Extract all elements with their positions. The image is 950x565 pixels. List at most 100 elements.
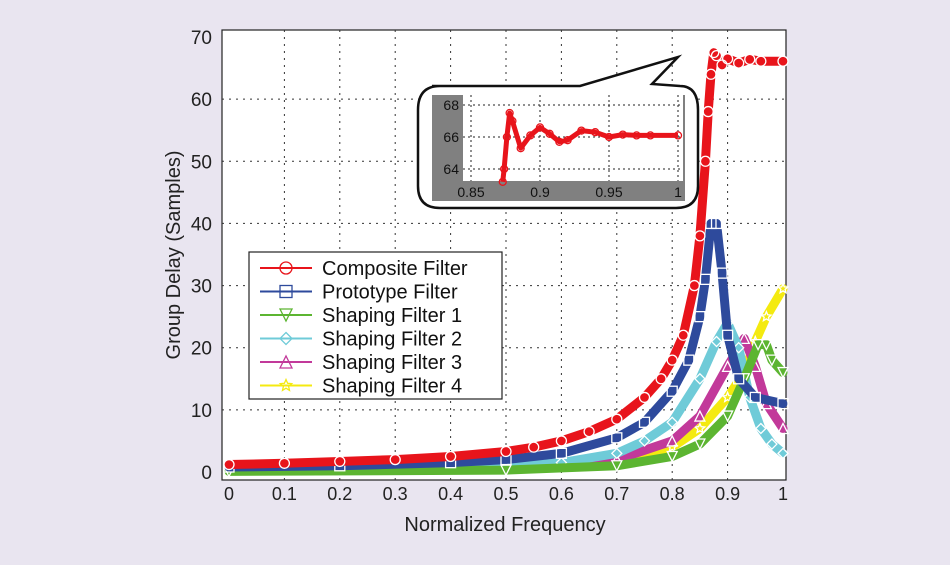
data-point — [655, 373, 667, 385]
data-point — [528, 441, 540, 453]
series-line — [224, 340, 788, 476]
x-tick-label: 0.5 — [493, 484, 518, 504]
legend-marker-diamond-icon — [279, 331, 293, 346]
data-point — [755, 55, 767, 67]
data-point — [752, 338, 765, 352]
inset-data-point — [646, 131, 655, 140]
inset-x-tick-label: 1 — [674, 184, 682, 200]
x-tick-label: 0.8 — [660, 484, 685, 504]
data-point — [693, 438, 706, 451]
x-axis-label: Normalized Frequency — [404, 514, 605, 536]
data-point — [611, 413, 623, 425]
legend-marker-triangle-up-icon — [278, 354, 294, 369]
inset-data-point — [516, 144, 525, 153]
data-point — [699, 273, 712, 286]
x-tick-label: 1 — [778, 484, 788, 504]
inset-data-point — [555, 137, 564, 146]
data-point — [749, 391, 761, 404]
data-point — [638, 391, 651, 404]
data-point — [500, 445, 512, 458]
data-point — [766, 438, 778, 450]
legend-marker-triangle-down-icon — [278, 308, 294, 323]
inset-x-tick-label: 0.95 — [595, 184, 622, 200]
inset-data-point — [505, 108, 514, 118]
x-tick-label: 0.9 — [715, 484, 740, 504]
data-point — [776, 281, 790, 295]
data-point — [776, 366, 790, 380]
data-point — [334, 455, 346, 468]
data-point — [710, 49, 723, 62]
inset-data-point — [673, 131, 683, 140]
data-point — [666, 434, 679, 447]
inset-data-point — [508, 116, 517, 126]
y-tick-label: 10 — [191, 401, 212, 422]
data-point — [444, 450, 457, 463]
legend-marker-star-icon — [278, 377, 294, 392]
y-axis-label: Group Delay (Samples) — [163, 151, 185, 360]
y-tick-label: 40 — [191, 214, 212, 235]
data-point — [583, 425, 595, 438]
data-point — [765, 354, 778, 367]
data-point — [744, 53, 756, 66]
legend-label: Shaping Filter 3 — [322, 352, 462, 374]
y-tick-label: 30 — [191, 277, 212, 298]
y-tick-label: 70 — [191, 28, 212, 49]
y-tick-label: 20 — [191, 339, 212, 360]
data-point — [716, 267, 728, 279]
data-point — [733, 57, 745, 69]
data-point — [732, 341, 745, 354]
data-point — [699, 155, 712, 167]
x-tick-label: 0.7 — [604, 484, 629, 504]
inset-data-point — [604, 132, 614, 142]
data-point — [223, 458, 235, 471]
data-point — [721, 359, 734, 373]
legend-box — [248, 251, 503, 400]
inset-y-tick-label: 68 — [443, 97, 459, 113]
inset-y-tick-label: 64 — [443, 161, 459, 177]
data-point — [777, 447, 789, 460]
data-point — [389, 453, 401, 466]
data-point — [638, 435, 651, 447]
data-point — [555, 447, 568, 460]
legend-marker-square-icon — [279, 284, 293, 299]
inset-data-point — [545, 129, 554, 138]
legend-label: Shaping Filter 1 — [322, 305, 462, 327]
y-tick-label: 50 — [191, 152, 212, 173]
x-tick-label: 0.4 — [438, 484, 463, 504]
data-point — [716, 59, 728, 71]
data-point — [777, 55, 789, 67]
data-point — [683, 354, 695, 366]
inset-data-point — [502, 132, 512, 142]
data-point — [610, 460, 623, 473]
data-point — [688, 279, 701, 292]
data-point — [677, 329, 689, 341]
data-point — [721, 410, 734, 423]
data-point — [555, 435, 568, 447]
x-tick-label: 0.1 — [272, 484, 297, 504]
series-line — [224, 218, 788, 472]
data-point — [759, 309, 773, 323]
x-tick-label: 0 — [224, 484, 234, 504]
legend-label: Shaping Filter 2 — [322, 329, 462, 351]
data-point — [666, 385, 678, 397]
series-prototype-filter — [223, 217, 789, 473]
data-point — [693, 421, 707, 434]
inset-data-point — [563, 136, 572, 145]
data-point — [777, 397, 789, 410]
inset-zoom-callout: 0.85 0.9 0.95 1 64 66 68 — [416, 54, 700, 210]
inset-data-point — [591, 128, 600, 137]
series-line — [224, 318, 788, 475]
data-point — [705, 68, 717, 80]
inset-y-tick-label: 66 — [443, 129, 459, 145]
data-point — [738, 331, 751, 345]
y-tick-label: 60 — [191, 90, 212, 111]
legend-label: Prototype Filter — [322, 282, 458, 304]
data-point — [693, 372, 706, 385]
legend-marker-circle-icon — [279, 261, 293, 275]
data-point — [666, 416, 679, 429]
inset-data-point — [498, 177, 507, 186]
legend-label: Shaping Filter 4 — [322, 376, 462, 398]
inset-data-point — [499, 164, 509, 174]
